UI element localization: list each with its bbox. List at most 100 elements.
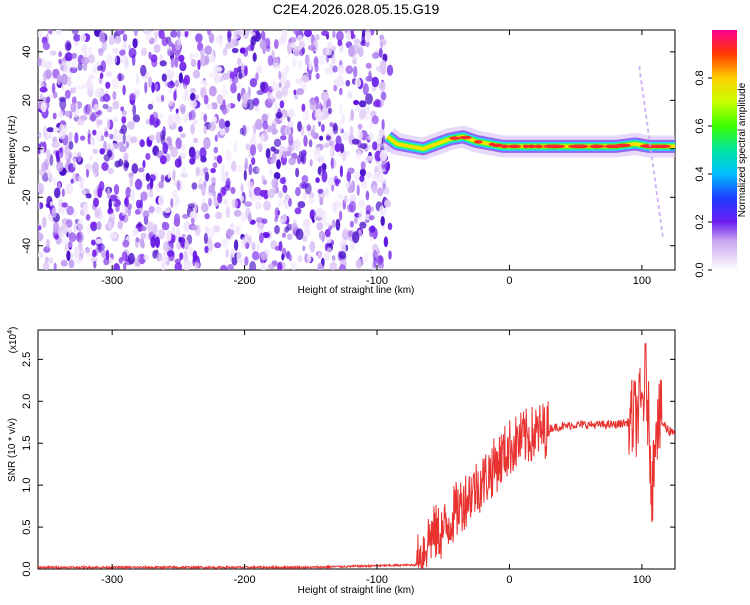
noise-speckle — [319, 232, 325, 240]
noise-speckle — [203, 113, 208, 123]
noise-speckle — [129, 175, 134, 187]
noise-speckle — [203, 125, 207, 135]
noise-speckle — [47, 168, 51, 179]
noise-speckle — [204, 45, 213, 55]
noise-speckle — [331, 184, 335, 192]
noise-speckle — [222, 47, 228, 57]
noise-speckle — [282, 68, 290, 76]
colorbar-gradient — [712, 30, 737, 270]
snr-series-line — [38, 343, 675, 569]
noise-speckle — [98, 48, 104, 57]
noise-speckle — [353, 99, 360, 106]
x-tick-label: 0 — [506, 275, 512, 287]
noise-speckle — [195, 166, 201, 177]
noise-speckle — [58, 147, 63, 153]
noise-speckle — [70, 102, 77, 113]
noise-speckle — [198, 183, 204, 190]
noise-speckle — [93, 260, 97, 269]
noise-speckle — [113, 55, 118, 64]
noise-speckle — [149, 114, 155, 126]
noise-speckle — [328, 176, 336, 188]
noise-speckle — [71, 58, 77, 69]
noise-speckle — [64, 243, 68, 252]
noise-speckle — [122, 84, 126, 96]
noise-speckle — [231, 160, 237, 172]
noise-speckle — [137, 254, 141, 261]
noise-speckle — [71, 52, 78, 59]
noise-speckle — [109, 231, 118, 240]
noise-speckle — [282, 184, 288, 194]
noise-speckle — [38, 232, 44, 242]
noise-speckle — [293, 138, 301, 151]
noise-speckle — [208, 32, 215, 44]
noise-speckle — [178, 126, 183, 133]
noise-speckle — [130, 189, 136, 201]
x-tick-label: -100 — [366, 275, 388, 287]
noise-speckle — [314, 108, 322, 121]
noise-speckle — [366, 170, 371, 180]
noise-speckle — [277, 261, 283, 270]
noise-speckle — [160, 174, 165, 183]
noise-speckle — [183, 221, 191, 233]
noise-speckle — [329, 121, 334, 128]
noise-speckle — [60, 259, 68, 267]
noise-speckle — [336, 75, 345, 87]
noise-speckle — [373, 257, 377, 268]
noise-speckle — [358, 46, 364, 57]
noise-speckle — [77, 62, 83, 71]
noise-speckle — [320, 108, 328, 120]
noise-speckle — [230, 82, 237, 94]
noise-speckle — [359, 168, 366, 177]
noise-speckle — [184, 239, 189, 251]
noise-speckle — [173, 217, 181, 227]
noise-speckle — [223, 198, 229, 206]
noise-speckle — [89, 155, 93, 161]
noise-speckle — [341, 244, 347, 254]
noise-speckle — [237, 92, 241, 102]
noise-speckle — [153, 44, 161, 53]
noise-speckle — [380, 91, 387, 101]
noise-speckle — [359, 108, 366, 120]
noise-speckle — [121, 116, 127, 124]
noise-speckle — [248, 212, 252, 223]
noise-speckle — [42, 261, 50, 270]
noise-speckle — [333, 200, 342, 209]
noise-speckle — [234, 225, 241, 236]
noise-speckle — [259, 81, 266, 92]
noise-speckle — [192, 137, 199, 144]
colorbar-title: Normalized spectral amplitude — [737, 82, 748, 217]
noise-speckle — [122, 239, 130, 248]
noise-speckle — [190, 59, 197, 68]
noise-speckle — [55, 30, 62, 36]
noise-speckle — [63, 60, 71, 71]
noise-speckle — [387, 222, 393, 231]
noise-speckle — [251, 241, 256, 251]
noise-speckle — [204, 245, 209, 254]
noise-speckle — [87, 54, 96, 64]
noise-speckle — [99, 72, 104, 79]
noise-speckle — [233, 67, 239, 78]
noise-speckle — [290, 261, 297, 270]
noise-speckle — [381, 178, 388, 184]
top-x-ticks: -300 -200 -100 0 100 — [101, 30, 651, 287]
x-tick-label: 0 — [506, 574, 512, 586]
noise-speckle — [120, 55, 128, 64]
noise-speckle — [375, 65, 384, 72]
signal-peak — [543, 144, 557, 149]
noise-speckle — [349, 220, 354, 228]
noise-speckle — [252, 132, 256, 143]
noise-speckle — [155, 227, 160, 240]
noise-speckle — [190, 92, 196, 101]
noise-speckle — [308, 44, 316, 51]
noise-speckle — [239, 195, 245, 202]
noise-speckle — [256, 65, 263, 74]
noise-speckle — [48, 30, 53, 35]
noise-speckle — [131, 163, 139, 174]
noise-speckle — [317, 262, 323, 270]
noise-speckle — [140, 237, 145, 248]
noise-speckle — [247, 44, 255, 52]
noise-speckle — [176, 30, 181, 39]
noise-speckle — [217, 192, 223, 204]
noise-speckle — [275, 90, 283, 100]
